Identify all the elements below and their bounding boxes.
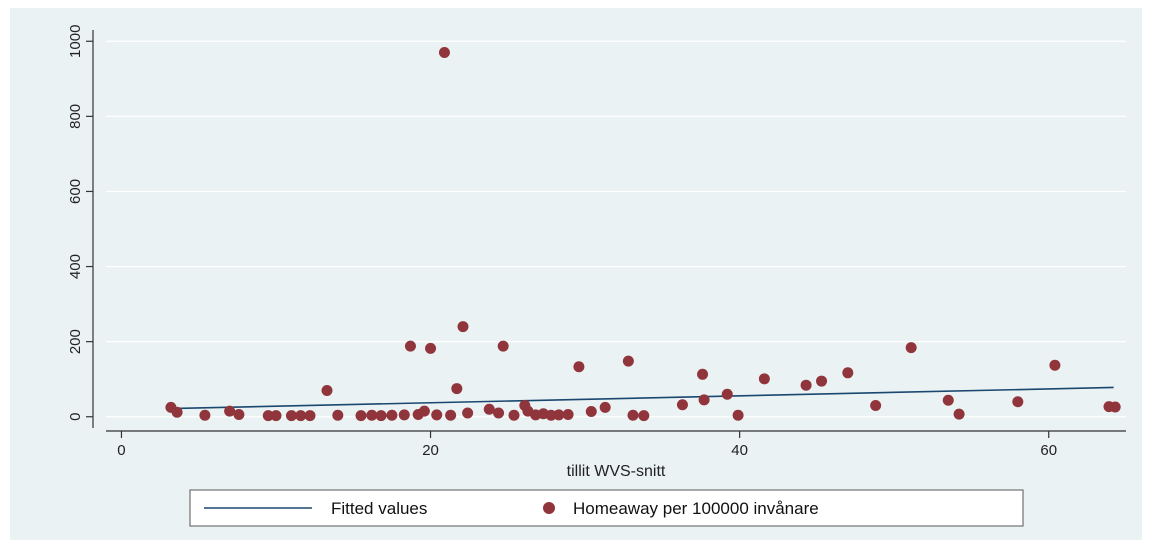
scatter-points: [165, 47, 1121, 422]
data-point: [627, 409, 639, 421]
data-point: [418, 405, 430, 417]
data-point: [386, 409, 398, 421]
y-tick-label: 800: [67, 104, 84, 129]
y-tick-label: 0: [67, 413, 84, 421]
data-point: [199, 409, 211, 421]
data-point: [800, 379, 812, 391]
data-point: [905, 342, 917, 354]
data-point: [585, 405, 597, 417]
data-point: [698, 394, 710, 406]
data-point: [366, 409, 378, 421]
chart-frame: 0 200 400 600 800 1000 0 20 40 60 tillit WVS-snit…: [10, 8, 1142, 540]
data-point: [599, 401, 611, 413]
x-tick-label: 40: [731, 442, 748, 459]
legend-scatter-swatch: [543, 502, 555, 514]
scatter-plot: 0 200 400 600 800 1000 0 20 40 60 tillit WVS-snit…: [67, 25, 1126, 527]
data-point: [816, 375, 828, 387]
data-point: [462, 407, 474, 419]
data-point: [758, 373, 770, 385]
data-point: [1049, 359, 1061, 371]
data-point: [332, 409, 344, 421]
data-point: [676, 399, 688, 411]
data-point: [262, 410, 274, 422]
data-point: [573, 361, 585, 373]
data-point: [638, 410, 650, 422]
data-point: [451, 383, 463, 395]
x-axis-title: tillit WVS-snitt: [567, 463, 666, 480]
data-point: [171, 406, 183, 418]
data-point: [355, 410, 367, 422]
data-point: [233, 408, 245, 420]
y-tick-label: 600: [67, 179, 84, 204]
data-point: [483, 403, 495, 415]
x-tick-label: 0: [117, 442, 125, 459]
data-point: [508, 409, 520, 421]
data-point: [953, 408, 965, 420]
plot-area: [106, 30, 1126, 428]
data-point: [842, 367, 854, 379]
data-point: [622, 355, 634, 367]
y-tick-label: 400: [67, 254, 84, 279]
data-point: [321, 384, 333, 396]
x-tick-label: 20: [422, 442, 439, 459]
data-point: [445, 409, 457, 421]
data-point: [438, 47, 450, 59]
data-point: [285, 410, 297, 422]
data-point: [545, 409, 557, 421]
data-point: [224, 405, 236, 417]
data-point: [870, 399, 882, 411]
data-point: [493, 407, 505, 419]
fitted-line-layer: [175, 386, 1114, 410]
data-point: [721, 388, 733, 400]
legend-fitted-label: Fitted values: [331, 499, 427, 518]
data-point: [942, 394, 954, 406]
x-tick-label: 60: [1040, 442, 1057, 459]
data-point: [497, 340, 509, 352]
data-point: [1012, 396, 1024, 408]
data-point: [398, 409, 410, 421]
data-point: [404, 340, 416, 352]
data-point: [304, 410, 316, 422]
fitted-values-line: [175, 386, 1114, 410]
legend-box: [189, 489, 1024, 527]
data-point: [270, 410, 282, 422]
data-point: [457, 321, 469, 333]
data-point: [431, 409, 443, 421]
y-tick-label: 200: [67, 329, 84, 354]
data-point: [697, 368, 709, 380]
data-point: [732, 409, 744, 421]
legend-scatter-label: Homeaway per 100000 invånare: [573, 499, 819, 518]
axis-ticks: 0 200 400 600 800 1000 0 20 40 60: [67, 25, 1057, 459]
y-tick-label: 1000: [67, 25, 84, 58]
data-point: [295, 410, 307, 422]
data-point: [562, 408, 574, 420]
data-point: [1109, 401, 1121, 413]
data-point: [425, 342, 437, 354]
data-point: [375, 410, 387, 422]
data-point: [553, 409, 565, 421]
